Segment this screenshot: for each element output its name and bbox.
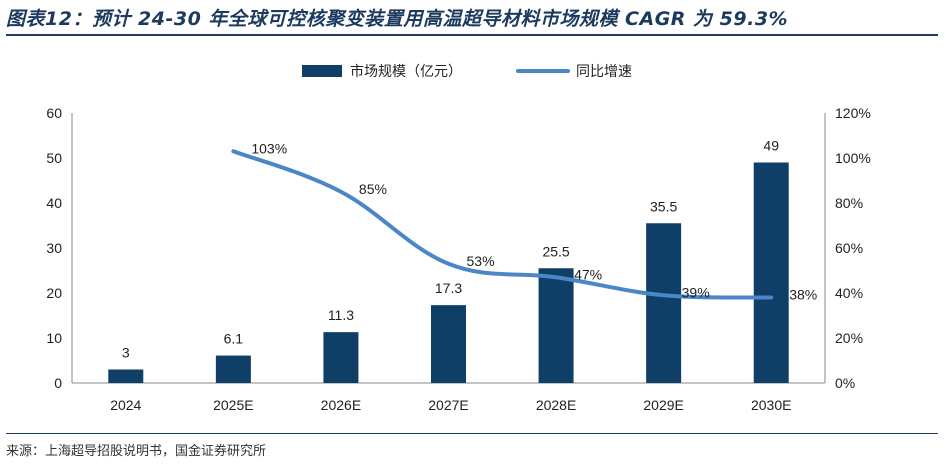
- title-divider: [6, 34, 938, 36]
- source-note: 来源：上海超导招股说明书，国金证券研究所: [6, 444, 267, 459]
- y-right-tick-label: 60%: [835, 240, 863, 256]
- y-left-tick-label: 60: [46, 105, 62, 121]
- y-right-tick-label: 0%: [835, 375, 855, 391]
- y-right-tick-label: 100%: [835, 150, 871, 166]
- chart: 0 10 20 30 40 50 60 0% 20% 40% 60% 80% 100% 120% 3 2024…: [46, 63, 871, 413]
- y-right-tick-label: 80%: [835, 195, 863, 211]
- growth-value-label: 39%: [682, 284, 710, 300]
- bar: [323, 332, 359, 383]
- x-tick-label: 2024: [110, 397, 141, 413]
- y-left-tick-label: 40: [46, 195, 62, 211]
- figure-title: 图表12：预计 24-30 年全球可控核聚变装置用高温超导材料市场规模 CAGR…: [6, 8, 789, 30]
- growth-line: [231, 149, 774, 300]
- bar: [646, 223, 682, 383]
- y-right-tick-label: 40%: [835, 285, 863, 301]
- y-right-tick-label: 20%: [835, 330, 863, 346]
- legend-line-label: 同比增速: [576, 64, 632, 80]
- y-right-tick-label: 120%: [835, 105, 871, 121]
- legend-bar-swatch: [302, 65, 342, 77]
- bar-value-label: 6.1: [224, 331, 244, 347]
- bar: [538, 268, 574, 383]
- bar-value-label: 49: [763, 138, 779, 154]
- legend-bar-label: 市场规模（亿元）: [350, 63, 462, 80]
- x-tick-label: 2026E: [321, 397, 361, 413]
- y-left-tick-label: 0: [54, 375, 62, 391]
- y-left-tick-label: 10: [46, 330, 62, 346]
- y-left-tick-label: 30: [46, 240, 62, 256]
- bar-value-label: 35.5: [650, 198, 677, 214]
- x-tick-label: 2027E: [428, 397, 468, 413]
- y-left-tick-label: 20: [46, 285, 62, 301]
- x-tick-label: 2030E: [751, 397, 791, 413]
- growth-value-label: 103%: [251, 140, 287, 156]
- growth-value-label: 38%: [789, 287, 817, 303]
- growth-value-label: 53%: [467, 253, 495, 269]
- bar-value-label: 11.3: [328, 307, 354, 323]
- bar: [108, 369, 144, 383]
- growth-value-label: 85%: [359, 181, 387, 197]
- x-tick-label: 2025E: [213, 397, 253, 413]
- bar: [753, 162, 789, 383]
- bar-value-label: 3: [122, 345, 130, 361]
- y-left-tick-label: 50: [46, 150, 62, 166]
- bar: [215, 355, 251, 383]
- x-tick-label: 2028E: [536, 397, 576, 413]
- growth-value-label: 47%: [574, 266, 602, 282]
- source-divider: [6, 433, 938, 434]
- x-tick-label: 2029E: [643, 397, 683, 413]
- bar-value-label: 25.5: [542, 243, 569, 259]
- bar-value-label: 17.3: [435, 280, 462, 296]
- bar: [431, 305, 466, 383]
